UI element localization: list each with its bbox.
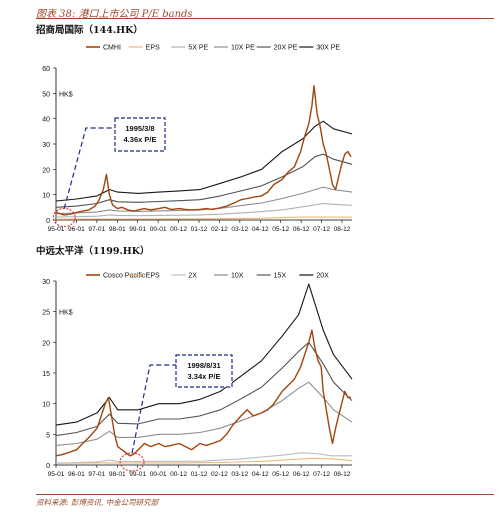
chart-1-y-tick-label: 0 [46, 218, 50, 225]
chart-2-x-tick-label: 07-12 [313, 471, 330, 478]
chart-1-x-tick-label: 98-01 [109, 226, 126, 233]
chart-1-y-tick-label: 40 [42, 117, 50, 124]
chart-1-x-tick-label: 07-12 [313, 226, 330, 233]
chart-1-x-tick-label: 01-12 [191, 226, 208, 233]
chart-1-x-tick-label: 00-01 [150, 226, 167, 233]
chart-1-y-tick-label: 10 [42, 193, 50, 200]
chart-1-plot: 0 10 20 30 40 50 60 HK$ 95-01 96-01 97-01 98-01 99-0… [42, 45, 353, 233]
chart-1-legend-label: 10X PE [231, 45, 255, 52]
chart-2-y-tick-label: 25 [42, 310, 50, 317]
chart-2-y-tick-label: 0 [46, 463, 50, 470]
chart-1-annotation-box [114, 117, 166, 152]
figure-title: 图表 38: 港口上市公司 P/E bands [36, 9, 193, 20]
bottom-rule [36, 494, 494, 495]
chart-2-annotation-leader [131, 364, 176, 454]
chart-2-x-tick-label: 96-01 [68, 471, 85, 478]
chart-1-x-tick-label: 95-01 [48, 226, 65, 233]
chart-1-legend-label: 30X PE [316, 45, 340, 52]
chart-2-legend-label: EPS [146, 273, 160, 280]
chart-1-series-pe20 [55, 153, 353, 208]
chart-1-series-pe30 [55, 120, 353, 202]
chart-2-y-axis-label: HK$ [59, 310, 73, 317]
chart-1-x-tick-label: 02-12 [211, 226, 228, 233]
chart-1-legend-label: 5X PE [188, 45, 208, 52]
chart-1-annotation-value: 4.36x P/E [124, 135, 157, 144]
chart-1-y-tick-label: 30 [42, 142, 50, 149]
chart-2-x-tick-label: 95-01 [48, 471, 65, 478]
title-rule [36, 18, 494, 19]
chart-2-x-tick-label: 97-01 [88, 471, 105, 478]
chart-2-x-tick-label: 01-12 [191, 471, 208, 478]
chart-1-y-tick-label: 50 [42, 91, 50, 98]
chart-1-series-pe5 [55, 202, 353, 218]
chart-2-x-tick-label: 04-12 [252, 471, 269, 478]
chart-2-legend-label: 10X [231, 273, 244, 280]
chart-1-x-tick-label: 04-12 [252, 226, 269, 233]
chart-2-y-tick-label: 30 [42, 279, 50, 286]
chart-2-y-tick-label: 15 [42, 371, 50, 378]
chart-2-y-tick-label: 5 [46, 432, 50, 439]
chart-1-x-tick-label: 99-01 [129, 226, 146, 233]
chart-1-y-tick-label: 60 [42, 66, 50, 73]
chart-2-series-pe10 [55, 381, 353, 446]
chart-2-series-pe2 [55, 452, 352, 464]
chart-2-legend-label: 15X [274, 273, 287, 280]
chart-1-y-axis-label: HK$ [59, 91, 73, 98]
chart-1-x-tick-label: 00-12 [170, 226, 187, 233]
chart-1-annotation-leader [63, 127, 115, 209]
chart-2-x-tick-label: 05-12 [272, 471, 289, 478]
chart-2-x-tick-label: 06-12 [293, 471, 310, 478]
chart-2-legend-label: 20X [316, 273, 329, 280]
chart-2-series-price [55, 329, 351, 457]
chart-2-x-tick-label: 00-12 [170, 471, 187, 478]
chart-2-annotation-value: 3.34x P/E [188, 372, 221, 381]
chart-2-y-tick-label: 20 [42, 340, 50, 347]
chart-1-x-tick-label: 06-12 [293, 226, 310, 233]
chart-2-series-eps [55, 457, 353, 464]
chart-2-annotation-box [175, 354, 233, 388]
chart-1-series-price [55, 85, 352, 216]
chart-2-heading: 中远太平洋（1199.HK） [36, 246, 150, 257]
chart-1-x-tick-label: 05-12 [272, 226, 289, 233]
chart-1-heading: 招商局国际（144.HK） [36, 25, 143, 36]
chart-2-x-tick-label: 98-01 [109, 471, 126, 478]
chart-2-annotation-date: 1998/8/31 [187, 361, 220, 370]
chart-2-x-tick-label: 03-12 [231, 471, 248, 478]
chart-2-y-tick-label: 10 [42, 402, 50, 409]
chart-2-legend-label: Cosco Pacific [103, 273, 146, 280]
chart-1-legend-label: EPS [146, 45, 160, 52]
chart-2-x-tick-label: 08-12 [334, 471, 351, 478]
chart-2-x-tick-label: 02-12 [211, 471, 228, 478]
chart-1-annotation-date: 1995/3/8 [125, 124, 154, 133]
chart-1-series-eps [55, 216, 353, 220]
chart-2-legend-label: 2X [188, 273, 197, 280]
chart-2-x-tick-label: 99-01 [129, 471, 146, 478]
chart-1-legend-label: 20X PE [274, 45, 298, 52]
chart-1-x-tick-label: 96-01 [68, 226, 85, 233]
chart-1-x-tick-label: 08-12 [334, 226, 351, 233]
source-note: 资料来源: 彭博资讯, 中金公司研究部 [36, 498, 159, 507]
chart-1-y-tick-label: 20 [42, 167, 50, 174]
chart-1-x-tick-label: 97-01 [88, 226, 105, 233]
chart-2-x-tick-label: 00-01 [150, 471, 167, 478]
chart-1-x-tick-label: 03-12 [231, 226, 248, 233]
chart-2-series-pe15 [55, 341, 353, 437]
chart-1-legend-label: CMHI [103, 45, 121, 52]
